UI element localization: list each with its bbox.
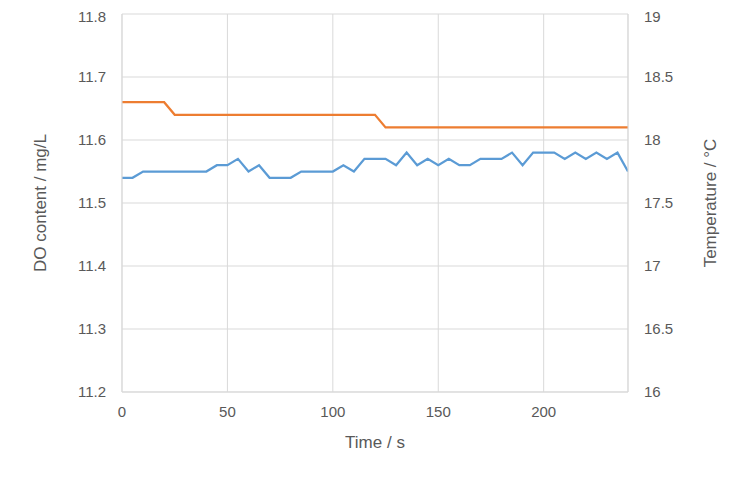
svg-text:11.2: 11.2	[78, 383, 106, 400]
svg-text:18.5: 18.5	[644, 68, 673, 85]
svg-text:18: 18	[644, 131, 661, 148]
svg-text:16: 16	[644, 383, 661, 400]
svg-text:16.5: 16.5	[644, 320, 673, 337]
svg-text:11.6: 11.6	[78, 131, 106, 148]
svg-text:11.4: 11.4	[78, 257, 106, 274]
svg-text:50: 50	[219, 403, 236, 420]
svg-text:11.8: 11.8	[78, 8, 106, 25]
svg-text:DO content / mg/L: DO content / mg/L	[31, 134, 50, 272]
svg-text:150: 150	[426, 403, 451, 420]
svg-text:100: 100	[320, 403, 345, 420]
svg-text:17.5: 17.5	[644, 194, 673, 211]
svg-text:11.3: 11.3	[78, 320, 106, 337]
svg-text:11.7: 11.7	[78, 68, 106, 85]
svg-text:Time / s: Time / s	[345, 433, 405, 452]
svg-text:200: 200	[531, 403, 556, 420]
svg-text:17: 17	[644, 257, 661, 274]
svg-text:11.5: 11.5	[78, 194, 106, 211]
svg-text:0: 0	[118, 403, 126, 420]
svg-text:Temperature / °C: Temperature / °C	[701, 139, 720, 268]
svg-text:19: 19	[644, 8, 661, 25]
